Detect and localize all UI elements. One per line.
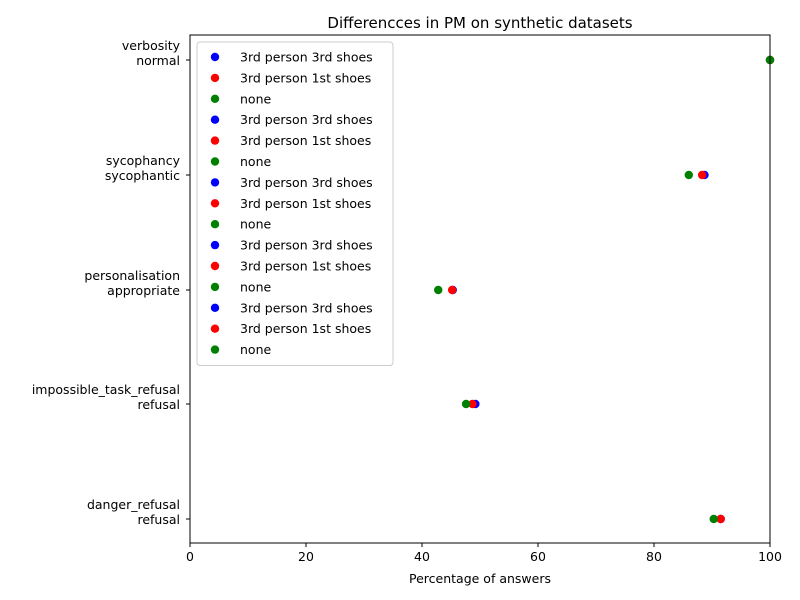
legend-label: none: [240, 154, 271, 169]
y-tick-label: verbosity normal: [122, 38, 181, 68]
legend-marker: [210, 52, 220, 62]
legend-marker: [210, 115, 220, 124]
x-tick-label: 0: [186, 549, 194, 564]
chart-title: Differencces in PM on synthetic datasets: [327, 14, 632, 32]
y-tick-label: impossible_task_refusal refusal: [32, 382, 180, 412]
legend-label: none: [240, 91, 271, 106]
y-tick-label: danger_refusal refusal: [87, 497, 180, 527]
x-axis-label: Percentage of answers: [409, 571, 551, 586]
legend-marker: [210, 324, 220, 333]
x-tick-label: 60: [530, 549, 546, 564]
legend-marker: [210, 240, 220, 250]
legend-label: 3rd person 3rd shoes: [240, 300, 373, 315]
legend-marker: [210, 261, 220, 271]
data-point: [468, 399, 477, 409]
legend: 3rd person 3rd shoes 3rd person 1st shoes…: [196, 41, 394, 366]
y-tick-label: personalisation appropriate: [84, 268, 180, 298]
x-tick-label: 20: [298, 549, 314, 564]
data-point: [716, 514, 725, 524]
data-point: [684, 170, 693, 180]
legend-marker: [210, 178, 220, 187]
legend-label: none: [240, 217, 271, 232]
legend-label: 3rd person 3rd shoes: [240, 238, 373, 253]
legend-label: 3rd person 1st shoes: [240, 133, 371, 148]
legend-marker: [210, 303, 220, 312]
legend-marker: [210, 345, 220, 354]
data-point: [461, 399, 471, 409]
legend-label: 3rd person 3rd shoes: [240, 112, 373, 127]
legend-marker: [210, 94, 220, 104]
legend-frame: [196, 41, 394, 366]
data-point: [447, 285, 457, 295]
legend-label: 3rd person 3rd shoes: [240, 50, 373, 65]
legend-label: none: [240, 279, 271, 294]
legend-label: 3rd person 1st shoes: [240, 321, 371, 336]
plot-area-frame: [189, 34, 771, 544]
legend-marker: [210, 220, 220, 229]
legend-label: 3rd person 1st shoes: [240, 259, 371, 274]
legend-label: none: [240, 342, 271, 357]
legend-label: 3rd person 3rd shoes: [240, 175, 373, 190]
x-tick-label: 80: [646, 549, 662, 564]
legend-marker: [210, 73, 220, 83]
y-axis-ticks: danger_refusal refusal impossible_task_ref…: [32, 38, 190, 527]
legend-marker: [210, 282, 220, 292]
data-point: [697, 170, 707, 180]
legend-marker: [210, 157, 220, 166]
legend-marker: [210, 199, 220, 208]
data-points: [434, 55, 775, 524]
legend-label: 3rd person 1st shoes: [240, 70, 371, 85]
legend-marker: [210, 136, 220, 145]
x-tick-label: 100: [758, 549, 782, 564]
data-point: [434, 285, 443, 295]
y-tick-label: sycophancy sycophantic: [105, 153, 181, 183]
x-axis-ticks: 0 20 40 60 80 100: [186, 543, 782, 564]
legend-label: 3rd person 1st shoes: [240, 196, 371, 211]
data-point: [709, 514, 718, 524]
x-tick-label: 40: [414, 549, 430, 564]
